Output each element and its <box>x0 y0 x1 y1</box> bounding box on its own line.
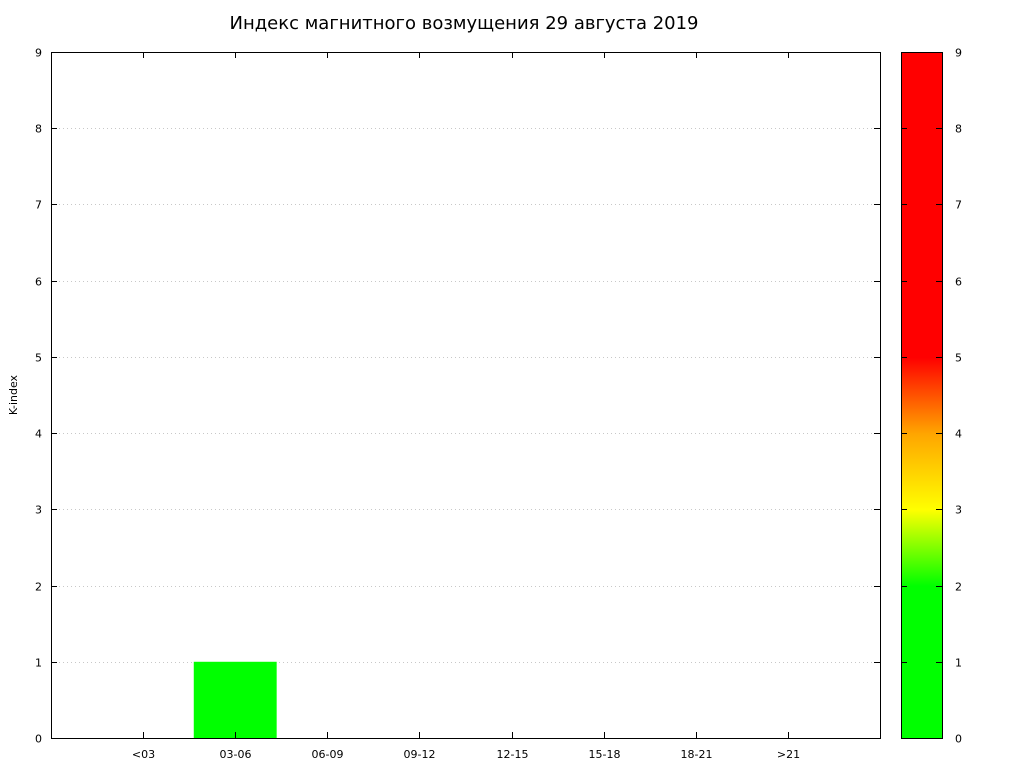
y-tick-label: 9 <box>35 47 42 60</box>
axis-ticks <box>51 52 880 739</box>
x-tick-label: 09-12 <box>404 748 436 761</box>
colorbar-tick-label: 9 <box>955 47 962 60</box>
y-tick-label: 7 <box>35 199 42 212</box>
colorbar-ticks <box>901 52 942 739</box>
y-tick-label: 6 <box>35 276 42 289</box>
colorbar-tick-label: 4 <box>955 428 962 441</box>
colorbar-tick-label: 7 <box>955 199 962 212</box>
x-tick-label: <03 <box>132 748 155 761</box>
chart-title: Индекс магнитного возмущения 29 августа … <box>229 13 698 34</box>
y-tick-label: 5 <box>35 352 42 365</box>
colorbar-tick-label: 3 <box>955 504 962 517</box>
colorbar-tick-label: 5 <box>955 352 962 365</box>
colorbar <box>901 52 943 739</box>
bars <box>193 661 277 738</box>
y-axis-title: K-index <box>7 374 20 415</box>
colorbar-tick-label: 0 <box>955 733 962 746</box>
bar-03-06 <box>193 661 277 738</box>
grid-lines <box>51 128 880 663</box>
colorbar-tick-label: 6 <box>955 276 962 289</box>
x-tick-label: 03-06 <box>220 748 252 761</box>
plot-area-frame <box>51 52 881 739</box>
colorbar-tick-label: 2 <box>955 581 962 594</box>
x-tick-label: 06-09 <box>312 748 344 761</box>
y-tick-labels: 0 1 2 3 4 5 6 7 8 9 <box>35 47 42 746</box>
colorbar-tick-labels: 0 1 2 3 4 5 6 7 8 9 <box>955 47 962 746</box>
x-tick-label: 12-15 <box>497 748 529 761</box>
x-tick-label: >21 <box>777 748 800 761</box>
x-tick-label: 18-21 <box>681 748 713 761</box>
y-tick-label: 0 <box>35 733 42 746</box>
x-tick-labels: <03 03-06 06-09 09-12 12-15 15-18 18-21 >21 <box>132 748 800 761</box>
colorbar-tick-label: 8 <box>955 123 962 136</box>
y-tick-label: 8 <box>35 123 42 136</box>
y-tick-label: 1 <box>35 657 42 670</box>
y-tick-label: 2 <box>35 581 42 594</box>
colorbar-tick-label: 1 <box>955 657 962 670</box>
x-tick-label: 15-18 <box>589 748 621 761</box>
y-tick-label: 4 <box>35 428 42 441</box>
y-tick-label: 3 <box>35 504 42 517</box>
